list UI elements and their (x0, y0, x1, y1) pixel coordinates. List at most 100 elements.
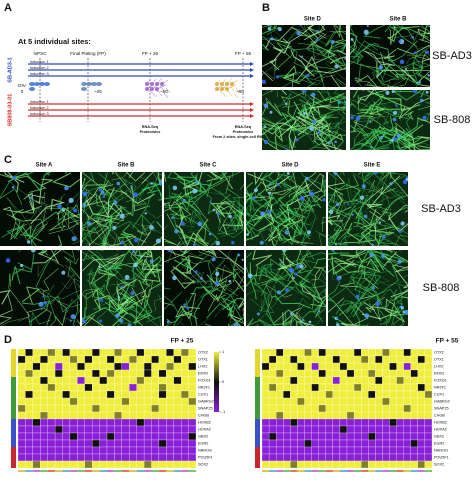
neurite (300, 96, 330, 122)
heatmap-cell (84, 404, 93, 413)
neurite (266, 25, 284, 35)
heatmap-cell (410, 439, 418, 448)
cell-line-label: SB-AD3-1 (7, 57, 13, 82)
nucleus (251, 196, 256, 200)
micrograph (350, 25, 430, 87)
neurite (328, 260, 340, 296)
heatmap-cell (325, 425, 333, 434)
heatmap-cell (325, 453, 333, 462)
heatmap-cell (40, 369, 48, 378)
nucleus (418, 80, 422, 84)
nucleus (361, 184, 366, 189)
heatmap-cell (181, 425, 189, 434)
heatmap-cell (40, 397, 48, 406)
heatmap-cell (106, 362, 115, 371)
heatmap-cell (69, 362, 78, 371)
neurite (396, 225, 408, 245)
heatmap-cell (353, 362, 362, 371)
heatmap-cell (403, 411, 411, 420)
heatmap-cell (158, 418, 167, 427)
nucleus (186, 306, 190, 310)
neurite (389, 127, 416, 150)
heatmap-cell (339, 411, 348, 420)
heatmap-cell (346, 348, 355, 357)
heatmap-cell (290, 369, 298, 378)
heatmap-cell (283, 425, 291, 434)
nucleus (351, 213, 354, 216)
heatmap-cell (158, 390, 167, 399)
neurite (406, 54, 430, 61)
neurite (392, 265, 408, 299)
heatmap-cell (283, 432, 291, 441)
heatmap-cell (129, 362, 137, 371)
neurite (282, 312, 294, 326)
assay-label: Proteomics (140, 130, 161, 134)
row-group-bar (255, 447, 260, 468)
micrograph-content (0, 172, 80, 246)
heatmap-cell (332, 425, 341, 434)
panel-heading: At 5 individual sites: (18, 37, 91, 46)
heatmap-cell (417, 348, 426, 357)
panel-label: D (4, 334, 12, 346)
heatmap-cell (325, 390, 333, 399)
nucleus (100, 190, 105, 195)
neurite (98, 261, 133, 284)
neurite (334, 25, 346, 33)
neurite (82, 257, 120, 272)
heatmap-cell (311, 453, 319, 462)
heatmap-cell (166, 362, 174, 371)
neurite (356, 250, 380, 263)
nucleus (400, 305, 404, 310)
nucleus (404, 67, 408, 71)
heatmap-cell (99, 383, 108, 392)
heatmap-cell (268, 376, 277, 385)
heatmap-cell (143, 376, 152, 385)
nucleus (102, 195, 106, 199)
neurite (387, 25, 420, 42)
heatmap-cell (17, 355, 26, 364)
heatmap-cell (382, 446, 390, 455)
heatmap-cell (99, 348, 108, 357)
heatmap-cell (106, 376, 115, 385)
heatmap-cell (62, 376, 71, 385)
heatmap-cell (32, 404, 41, 413)
heatmap-cell (268, 348, 277, 357)
heatmap-cell (318, 362, 326, 371)
heatmap-cell (276, 362, 284, 371)
heatmap-cell (417, 355, 426, 364)
nucleus (267, 214, 270, 217)
neurite (320, 73, 335, 82)
nucleus (381, 254, 385, 258)
column-annotation (424, 470, 432, 472)
heatmap-cell (332, 460, 341, 469)
micrograph (246, 172, 326, 246)
heatmap-cell (297, 460, 305, 469)
heatmap-cell (389, 439, 397, 448)
heatmap-cell (92, 376, 100, 385)
heatmap-cell (92, 446, 100, 455)
nucleus (263, 103, 268, 108)
heatmap-cell (69, 383, 78, 392)
heatmap-cell (121, 369, 130, 378)
neurite (57, 204, 80, 231)
nucleus (241, 258, 244, 261)
heatmap-cell (311, 355, 319, 364)
gene-label: HOXB2 (434, 421, 447, 425)
heatmap-title: FP + 55 (436, 338, 459, 345)
neurite (281, 92, 303, 108)
nucleus (149, 259, 154, 263)
neurite-icon (146, 79, 153, 94)
heatmap-cell (121, 390, 130, 399)
nucleus (5, 258, 11, 263)
neurite (185, 299, 193, 326)
cell-icon (39, 82, 45, 86)
neurite (171, 189, 190, 212)
heatmap-cell (106, 369, 115, 378)
neurite (312, 64, 336, 74)
neurite (95, 281, 130, 291)
heatmap-cell (69, 404, 78, 413)
nucleus (306, 230, 311, 235)
column-annotation (325, 470, 333, 472)
heatmap-cell (304, 432, 312, 441)
